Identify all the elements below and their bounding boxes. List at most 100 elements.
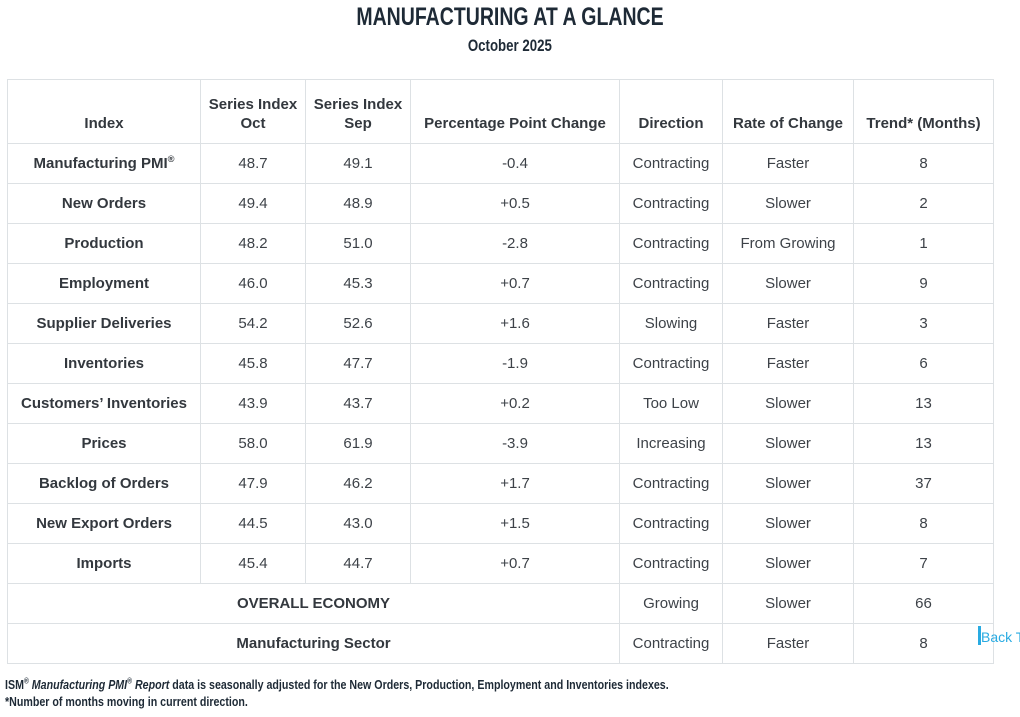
cell-trend: 8 [853,623,994,664]
cell-direction: Contracting [619,463,723,504]
cell-rate: From Growing [722,223,854,264]
cell-series-oct: 45.8 [200,343,306,384]
col-header-direction: Direction [619,79,723,144]
cell-rate: Faster [722,143,854,184]
col-header-index: Index [7,79,201,144]
cell-ppc: +0.5 [410,183,620,224]
cell-ppc: -0.4 [410,143,620,184]
cell-trend: 37 [853,463,994,504]
table-row-manufacturing-pmi: Manufacturing PMI® 48.7 49.1 -0.4 Contra… [7,143,994,184]
cell-series-oct: 48.7 [200,143,306,184]
cell-trend: 66 [853,583,994,624]
summary-row-overall-economy: OVERALL ECONOMY Growing Slower 66 [7,583,994,624]
cell-series-sep: 61.9 [305,423,411,464]
cell-direction: Contracting [619,223,723,264]
cell-direction: Too Low [619,383,723,424]
cell-direction: Contracting [619,543,723,584]
row-label: Manufacturing PMI® [7,143,201,184]
page-subtitle-text: October 2025 [467,36,553,55]
footnote-1-report-title: Manufacturing PMI [28,677,128,692]
back-to-top-link[interactable]: Back To Top [948,626,1020,645]
cell-ppc: -3.9 [410,423,620,464]
cell-series-sep: 45.3 [305,263,411,304]
cell-direction: Contracting [619,183,723,224]
cell-series-sep: 49.1 [305,143,411,184]
cell-trend: 13 [853,423,994,464]
table-row-imports: Imports 45.4 44.7 +0.7 Contracting Slowe… [7,543,994,584]
table-row-supplier-deliveries: Supplier Deliveries 54.2 52.6 +1.6 Slowi… [7,303,994,344]
registered-mark: ® [23,676,29,686]
footnote-1-rest: data is seasonally adjusted for the New … [169,677,669,692]
cell-direction: Contracting [619,343,723,384]
page-subtitle: October 2025 [0,37,1020,54]
row-label-text: Manufacturing PMI [33,155,168,172]
footnote-1: ISM® Manufacturing PMI® Report data is s… [5,676,825,693]
row-label: New Export Orders [7,503,201,544]
col-header-series-oct-line2: Oct [240,115,266,132]
table-row-customers-inventories: Customers’ Inventories 43.9 43.7 +0.2 To… [7,383,994,424]
col-header-series-sep: Series Index Sep [305,79,411,144]
cell-rate: Faster [722,303,854,344]
cell-rate: Faster [722,343,854,384]
registered-mark: ® [167,154,175,164]
summary-label: Manufacturing Sector [7,623,620,664]
footnotes: ISM® Manufacturing PMI® Report data is s… [5,676,1005,710]
col-header-trend-months: Trend* (Months) [853,79,994,144]
cell-series-oct: 58.0 [200,423,306,464]
cell-direction: Slowing [619,303,723,344]
table-row-prices: Prices 58.0 61.9 -3.9 Increasing Slower … [7,423,994,464]
cell-rate: Slower [722,183,854,224]
table-row-backlog-of-orders: Backlog of Orders 47.9 46.2 +1.7 Contrac… [7,463,994,504]
cell-trend: 1 [853,223,994,264]
cell-direction: Contracting [619,263,723,304]
cell-series-sep: 48.9 [305,183,411,224]
col-header-series-sep-line1: Series Index [313,96,403,113]
row-label: Imports [7,543,201,584]
cell-series-oct: 48.2 [200,223,306,264]
row-label: Backlog of Orders [7,463,201,504]
row-label: Inventories [7,343,201,384]
cell-series-sep: 52.6 [305,303,411,344]
cell-series-sep: 47.7 [305,343,411,384]
row-label: New Orders [7,183,201,224]
cell-series-sep: 46.2 [305,463,411,504]
cell-rate: Slower [722,583,854,624]
summary-label: OVERALL ECONOMY [7,583,620,624]
registered-mark: ® [127,676,133,686]
col-header-percentage-point-change: Percentage Point Change [410,79,620,144]
col-header-series-oct: Series Index Oct [200,79,306,144]
cell-direction: Growing [619,583,723,624]
cell-ppc: +1.5 [410,503,620,544]
cell-ppc: -2.8 [410,223,620,264]
manufacturing-at-a-glance-table: Index Series Index Oct Series Index Sep Pe… [7,79,994,664]
cell-direction: Contracting [619,143,723,184]
cell-series-oct: 45.4 [200,543,306,584]
cell-trend: 7 [853,543,994,584]
row-label: Supplier Deliveries [7,303,201,344]
cell-series-oct: 54.2 [200,303,306,344]
header-row: Index Series Index Oct Series Index Sep Pe… [7,79,994,144]
cell-ppc: +0.7 [410,263,620,304]
page-title-text: MANUFACTURING AT A GLANCE [356,3,664,31]
cell-ppc: +1.6 [410,303,620,344]
table-row-production: Production 48.2 51.0 -2.8 Contracting Fr… [7,223,994,264]
col-header-rate-of-change: Rate of Change [722,79,854,144]
cell-rate: Slower [722,543,854,584]
cell-direction: Contracting [619,623,723,664]
cell-rate: Slower [722,503,854,544]
cell-trend: 13 [853,383,994,424]
cell-rate: Slower [722,423,854,464]
cell-rate: Slower [722,383,854,424]
table-row-new-export-orders: New Export Orders 44.5 43.0 +1.5 Contrac… [7,503,994,544]
col-header-series-oct-line1: Series Index [208,96,298,113]
cell-rate: Slower [722,263,854,304]
footnote-2: *Number of months moving in current dire… [5,694,248,709]
table-row-new-orders: New Orders 49.4 48.9 +0.5 Contracting Sl… [7,183,994,224]
cell-trend: 9 [853,263,994,304]
footnote-1-ism: ISM [5,677,24,692]
cell-series-sep: 51.0 [305,223,411,264]
cell-trend: 8 [853,143,994,184]
cell-series-oct: 49.4 [200,183,306,224]
cell-series-sep: 44.7 [305,543,411,584]
row-label: Customers’ Inventories [7,383,201,424]
